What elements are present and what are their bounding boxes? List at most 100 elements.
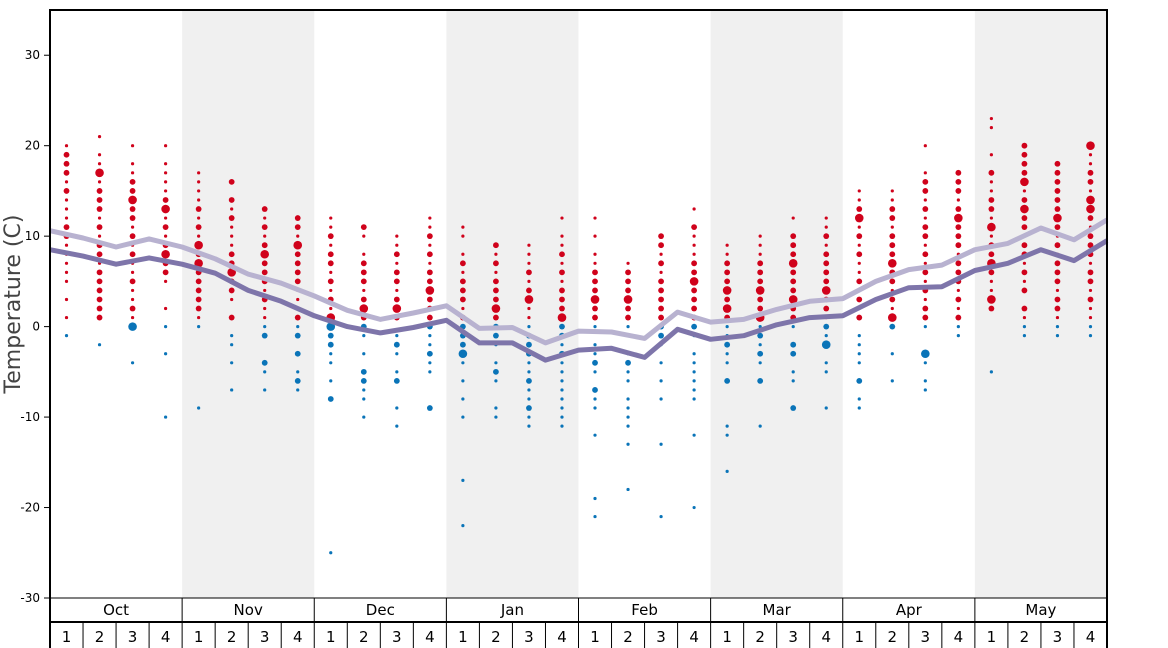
cold-dot	[362, 415, 366, 419]
warm-dot	[922, 233, 929, 240]
warm-dot	[1054, 278, 1061, 285]
warm-dot	[162, 197, 169, 203]
warm-dot	[923, 261, 927, 265]
cold-dot	[659, 397, 663, 401]
warm-dot	[228, 178, 235, 185]
warm-dot	[64, 144, 69, 148]
warm-dot	[164, 171, 168, 175]
warm-dot	[593, 216, 597, 220]
warm-dot	[527, 261, 531, 265]
warm-dot	[989, 279, 993, 283]
week-label: 2	[888, 628, 898, 646]
warm-dot	[261, 224, 268, 231]
warm-dot	[1021, 215, 1028, 221]
warm-dot	[1088, 261, 1093, 265]
warm-dot	[955, 260, 962, 267]
month-label-nov: Nov	[234, 601, 263, 619]
cold-dot	[527, 415, 531, 419]
warm-dot	[625, 278, 631, 285]
warm-dot	[527, 279, 531, 283]
warm-dot	[955, 269, 962, 276]
warm-dot	[459, 287, 466, 294]
warm-dot	[788, 258, 798, 268]
warm-dot	[724, 296, 731, 303]
warm-dot	[63, 151, 70, 158]
cold-dot	[593, 343, 597, 347]
cold-dot	[360, 368, 367, 375]
warm-dot	[755, 286, 765, 295]
month-label-feb: Feb	[631, 601, 658, 619]
warm-dot	[64, 243, 69, 247]
warm-dot	[63, 169, 70, 176]
shaded-month-may	[974, 10, 1107, 598]
week-label: 1	[590, 628, 600, 646]
week-label: 4	[821, 628, 831, 646]
warm-dot	[1086, 195, 1095, 205]
cold-dot	[626, 397, 630, 401]
warm-dot	[955, 296, 962, 303]
warm-dot	[130, 288, 135, 293]
warm-dot	[97, 162, 102, 166]
cold-dot	[458, 349, 468, 359]
cold-dot	[625, 359, 631, 366]
week-label: 3	[921, 628, 931, 646]
warm-dot	[164, 216, 168, 220]
warm-dot	[1088, 153, 1093, 157]
warm-dot	[989, 234, 993, 238]
cold-dot	[856, 377, 863, 384]
warm-dot	[824, 225, 828, 229]
warm-dot	[691, 296, 698, 303]
cold-dot	[626, 442, 630, 446]
warm-dot	[360, 224, 367, 231]
warm-dot	[230, 297, 234, 302]
cold-dot	[197, 406, 201, 410]
warm-dot	[757, 269, 764, 276]
warm-dot	[658, 278, 664, 285]
cold-dot	[527, 361, 531, 365]
cold-dot	[725, 424, 729, 428]
warm-dot	[724, 269, 731, 276]
cold-dot	[626, 487, 630, 492]
y-tick-label: 0	[32, 320, 40, 334]
cold-dot	[461, 478, 465, 482]
warm-dot	[263, 306, 267, 311]
warm-dot	[64, 279, 69, 283]
warm-dot	[856, 314, 863, 321]
warm-dot	[923, 171, 927, 175]
warm-dot	[922, 224, 929, 231]
warm-dot	[129, 278, 136, 285]
cold-dot	[527, 370, 531, 374]
warm-dot	[130, 171, 135, 175]
cold-dot	[1088, 325, 1093, 329]
cold-dot	[593, 496, 597, 501]
warm-dot	[890, 198, 894, 202]
warm-dot	[955, 169, 962, 176]
warm-dot	[1022, 279, 1027, 283]
warm-dot	[129, 206, 136, 212]
warm-dot	[362, 252, 366, 256]
warm-dot	[758, 234, 762, 238]
cold-dot	[164, 325, 168, 329]
warm-dot	[461, 234, 465, 238]
week-label: 1	[458, 628, 468, 646]
cold-dot	[230, 361, 234, 365]
y-tick-label: 30	[25, 48, 40, 62]
warm-dot	[790, 278, 797, 285]
warm-dot	[1086, 141, 1095, 150]
warm-dot	[559, 296, 565, 303]
week-label: 3	[788, 628, 798, 646]
warm-dot	[428, 216, 432, 220]
cold-dot	[1055, 334, 1060, 338]
warm-dot	[96, 188, 103, 194]
warm-dot	[955, 188, 962, 194]
warm-dot	[395, 243, 399, 247]
warm-dot	[197, 171, 201, 175]
cold-dot	[362, 397, 366, 401]
warm-dot	[955, 233, 962, 240]
warm-dot	[658, 314, 664, 321]
cold-dot	[329, 352, 333, 356]
cold-dot	[329, 379, 333, 383]
warm-dot	[856, 233, 863, 240]
warm-dot	[1021, 169, 1028, 176]
